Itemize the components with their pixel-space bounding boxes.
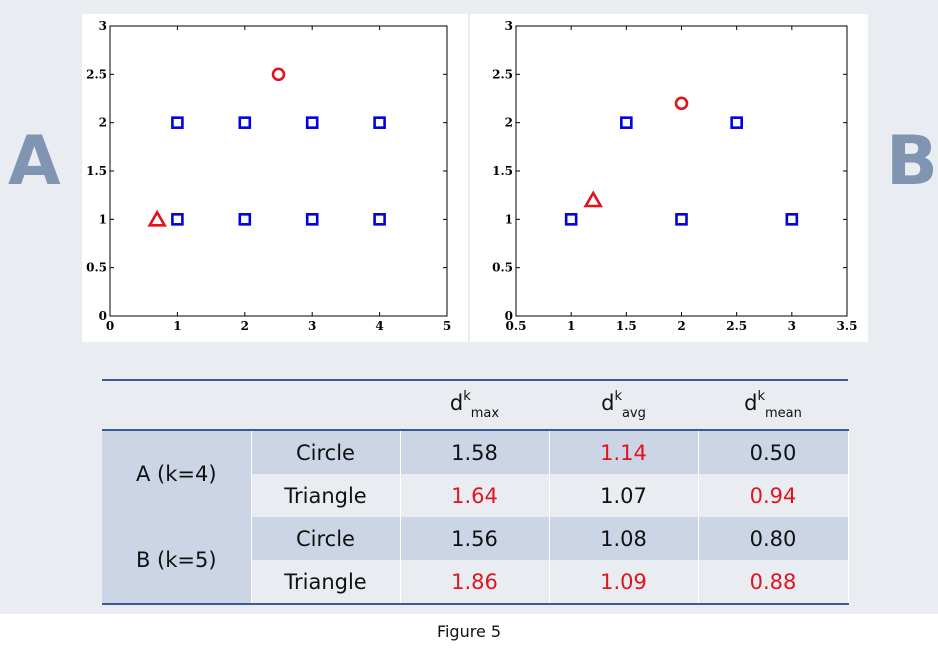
figure-panel: A B 0 1 2 3 4 5 0 0.5 1 1.5 2 2.5 3 0.5 1 1.5 2 2.5 3 3.5 0… — [0, 0, 938, 614]
square-marker — [675, 213, 688, 226]
figure-caption: Figure 5 — [436, 622, 502, 641]
y-tick-label: 0.5 — [86, 261, 107, 275]
square-marker — [373, 116, 386, 129]
x-tick-label: 1.5 — [616, 319, 637, 333]
square-marker — [238, 213, 252, 226]
table-header-row: dkmax dkavg dkmean — [102, 379, 848, 431]
table-cell: 1.08 — [549, 517, 699, 560]
x-tick-label: 4 — [375, 319, 383, 333]
panel-label-a: A — [8, 122, 61, 201]
x-tick-label: 0.5 — [506, 319, 527, 333]
table-cell: 1.64 — [400, 474, 550, 517]
table-cell: 0.88 — [698, 560, 849, 605]
y-tick-label: 1.5 — [86, 164, 107, 178]
scatter-plot-b: 0.5 1 1.5 2 2.5 3 3.5 0 0.5 1 1.5 2 2.5 3 — [470, 14, 868, 342]
header-dk-max: dkmax — [400, 379, 549, 431]
y-tick-label: 2 — [505, 116, 513, 130]
table-cell: 1.56 — [400, 517, 550, 560]
square-marker — [620, 116, 633, 129]
table-row: Triangle 1.86 1.09 0.88 — [102, 560, 849, 605]
x-tick-label: 3 — [788, 319, 796, 333]
square-marker — [305, 116, 319, 129]
y-tick-label: 2.5 — [86, 67, 107, 81]
x-tick-label: 0 — [106, 319, 114, 333]
table-row: B (k=5) Circle 1.56 1.08 0.80 — [102, 517, 849, 605]
x-tick-label: 3 — [308, 319, 316, 333]
y-tick-label: 1 — [505, 212, 513, 226]
y-tick-label: 0.5 — [492, 261, 513, 275]
row-shape-label: Triangle — [251, 474, 401, 517]
header-empty-shape — [251, 379, 400, 431]
square-marker — [785, 213, 799, 226]
x-tick-label: 1 — [173, 319, 181, 333]
table-cell: 1.14 — [549, 430, 699, 474]
square-marker — [373, 213, 386, 226]
y-tick-label: 2.5 — [492, 67, 513, 81]
group-label-a: A (k=4) — [102, 430, 252, 517]
x-tick-label: 2.5 — [726, 319, 747, 333]
row-shape-label: Circle — [251, 430, 401, 474]
square-marker — [171, 213, 184, 226]
table-cell: 0.80 — [698, 517, 849, 560]
table-cell: 1.09 — [549, 560, 699, 605]
y-tick-label: 0 — [505, 309, 513, 323]
header-dk-avg: dkavg — [549, 379, 698, 431]
table-cell: 1.86 — [400, 560, 550, 605]
table-row: Triangle 1.64 1.07 0.94 — [102, 474, 849, 517]
header-empty-group — [102, 379, 251, 431]
header-dk-mean: dkmean — [698, 379, 848, 431]
x-tick-label: 5 — [443, 319, 451, 333]
table-cell: 1.07 — [549, 474, 699, 517]
y-tick-label: 0 — [99, 309, 107, 323]
square-marker — [730, 116, 743, 129]
triangle-marker — [583, 190, 603, 208]
distance-table: dkmax dkavg dkmean A (k=4) Circle 1.58 1… — [102, 379, 849, 605]
x-tick-label: 2 — [677, 319, 685, 333]
plot-frame — [515, 25, 848, 317]
triangle-marker — [147, 209, 167, 227]
x-tick-label: 2 — [241, 319, 249, 333]
square-marker — [305, 213, 319, 226]
table-cell: 1.58 — [400, 430, 550, 474]
x-tick-label: 1 — [567, 319, 575, 333]
y-tick-label: 1.5 — [492, 164, 513, 178]
square-marker — [564, 213, 578, 226]
circle-marker — [271, 67, 286, 82]
group-label-b: B (k=5) — [102, 517, 252, 605]
table-row: A (k=4) Circle 1.58 1.14 0.50 — [102, 430, 849, 517]
scatter-plot-a: 0 1 2 3 4 5 0 0.5 1 1.5 2 2.5 3 — [82, 14, 468, 342]
y-tick-label: 1 — [99, 212, 107, 226]
y-tick-label: 3 — [99, 19, 107, 33]
row-shape-label: Triangle — [251, 560, 401, 605]
table-cell: 0.50 — [698, 430, 849, 474]
x-tick-label: 3.5 — [837, 319, 858, 333]
scatter-plot-b-svg: 0.5 1 1.5 2 2.5 3 3.500.511.522.53 — [492, 19, 858, 333]
scatter-plot-a-svg: 0 1 2 3 4 5 0 0.5 1 1.5 2 2.5 3 — [86, 19, 451, 333]
y-tick-label: 2 — [99, 116, 107, 130]
square-marker — [238, 116, 252, 129]
y-tick-label: 3 — [505, 19, 513, 33]
table-cell: 0.94 — [698, 474, 849, 517]
square-marker — [171, 116, 184, 129]
panel-label-b: B — [886, 122, 938, 201]
circle-marker — [674, 96, 689, 111]
row-shape-label: Circle — [251, 517, 401, 560]
